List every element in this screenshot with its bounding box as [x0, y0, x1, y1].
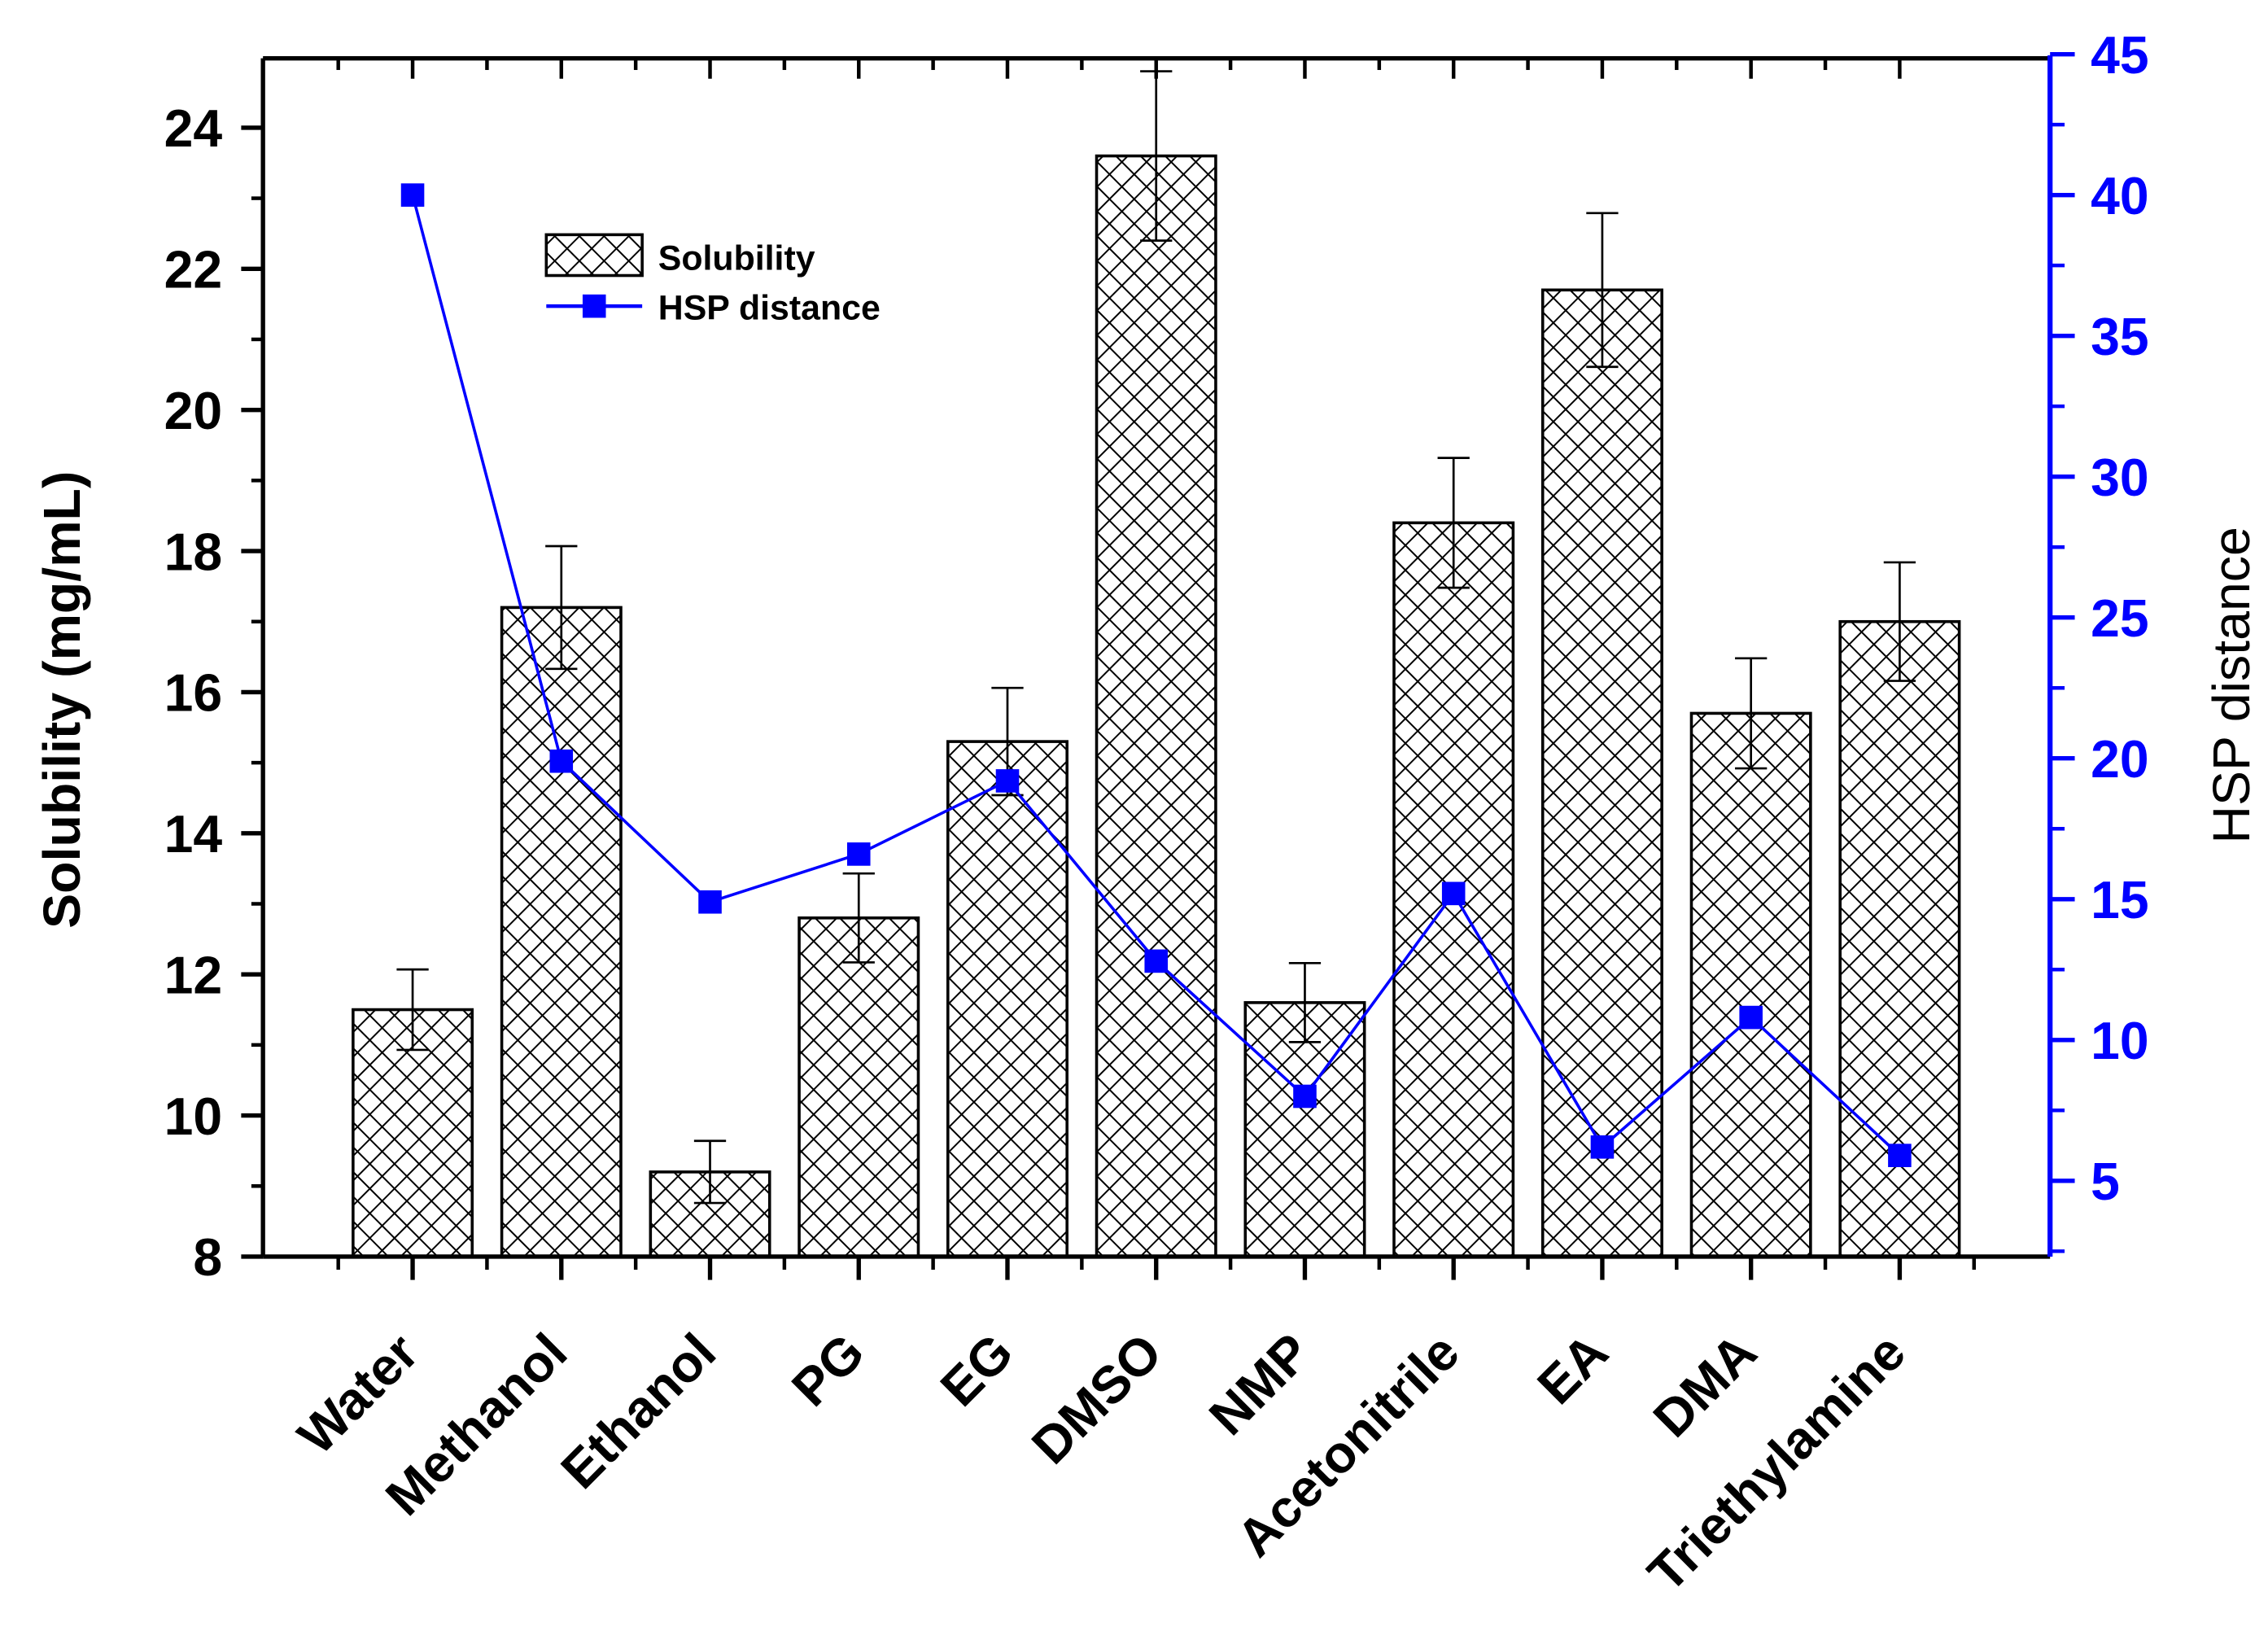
hsp-marker	[549, 749, 574, 773]
legend-label-hsp-distance: HSP distance	[658, 288, 881, 327]
y-tick-label-right: 35	[2091, 308, 2148, 366]
hsp-marker	[698, 890, 722, 914]
legend-label-solubility: Solubility	[658, 238, 815, 278]
x-tick-label: EG	[929, 1323, 1024, 1418]
x-tick-label: PG	[780, 1323, 875, 1418]
hsp-marker	[846, 842, 871, 866]
bar-dma	[1689, 711, 1812, 1258]
hsp-marker	[1590, 1135, 1615, 1159]
y-tick-label-right: 45	[2091, 26, 2148, 85]
y-tick-label-left: 14	[164, 805, 223, 864]
x-tick-label: Triethylamine	[1637, 1323, 1916, 1603]
y-tick-label-right: 20	[2091, 730, 2148, 789]
hsp-marker	[400, 183, 425, 207]
legend-marker-hsp-icon	[582, 294, 606, 318]
y-tick-label-left: 16	[164, 664, 222, 723]
y-tick-label-left: 12	[164, 946, 222, 1004]
x-tick-label: EA	[1527, 1323, 1619, 1415]
y-tick-label-right: 5	[2091, 1152, 2120, 1211]
hsp-marker	[1739, 1005, 1763, 1030]
y-axis-label-right: HSP distance	[2202, 527, 2261, 843]
y-tick-label-right: 30	[2091, 448, 2148, 507]
y-tick-label-left: 20	[164, 382, 222, 440]
legend-swatch-solubility	[544, 233, 644, 278]
y-tick-label-left: 8	[193, 1228, 222, 1287]
bar-pg	[798, 916, 920, 1258]
hsp-marker	[1888, 1144, 1912, 1167]
bar-dmso	[1095, 154, 1217, 1258]
bar-methanol	[500, 606, 623, 1258]
hsp-marker	[1293, 1084, 1317, 1109]
x-tick-label: DMA	[1642, 1323, 1768, 1449]
hsp-marker	[995, 769, 1020, 793]
bar-series-solubility	[352, 154, 1961, 1258]
x-tick-label: Water	[286, 1323, 429, 1466]
y-tick-label-left: 10	[164, 1087, 222, 1146]
line-series-hsp-distance	[400, 183, 1912, 1167]
hsp-marker	[1144, 949, 1169, 973]
y-tick-label-right: 10	[2091, 1012, 2148, 1070]
y-tick-label-left: 22	[164, 240, 222, 299]
y-tick-label-left: 18	[164, 523, 222, 581]
legend: Solubility HSP distance	[544, 233, 881, 327]
bar-eg	[946, 740, 1068, 1258]
y-tick-label-right: 40	[2091, 167, 2148, 225]
y-tick-label-right: 15	[2091, 871, 2148, 929]
y-tick-label-left: 24	[164, 99, 223, 158]
x-tick-label: DMSO	[1020, 1323, 1173, 1476]
x-tick-label: NMP	[1198, 1323, 1322, 1446]
y-axis-label-left: Solubility (mg/mL)	[33, 471, 91, 929]
x-tick-label: Ethanol	[550, 1323, 727, 1500]
bar-ea	[1540, 288, 1663, 1258]
y-tick-label-right: 25	[2091, 589, 2148, 648]
hsp-marker	[1441, 881, 1466, 906]
